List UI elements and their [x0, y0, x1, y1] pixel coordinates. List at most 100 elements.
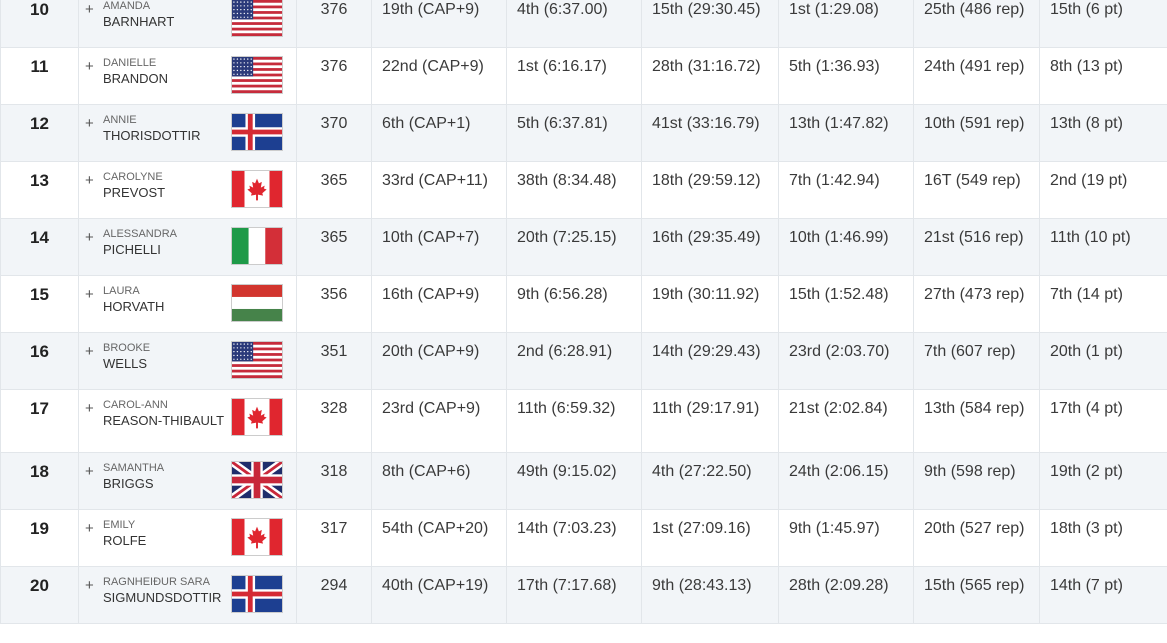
rank: 16 [30, 342, 49, 361]
event-6-result: 11th (10 pt) [1050, 229, 1131, 246]
event-4-cell: 23rd (2:03.70) [778, 332, 914, 390]
event-3-cell: 41st (33:16.79) [641, 104, 779, 162]
last-name: THORISDOTTIR [103, 128, 201, 143]
event-2-result: 1st (6:16.17) [517, 58, 607, 75]
first-name: CAROL-ANN [103, 399, 168, 411]
expand-row-icon[interactable]: + [85, 463, 94, 480]
rank-cell: 17 [0, 389, 79, 453]
athlete-cell: + DANIELLE BRANDON [78, 47, 297, 105]
event-2-result: 38th (8:34.48) [517, 172, 617, 189]
event-6-result: 17th (4 pt) [1050, 400, 1123, 417]
event-3-cell: 4th (27:22.50) [641, 452, 779, 510]
expand-row-icon[interactable]: + [85, 400, 94, 417]
event-5-cell: 13th (584 rep) [913, 389, 1040, 453]
event-4-result: 15th (1:52.48) [789, 286, 889, 303]
event-3-cell: 11th (29:17.91) [641, 389, 779, 453]
table-row: 12 + ANNIE THORISDOTTIR 370 6th (CAP+1) … [0, 104, 1167, 162]
table-row: 14 + ALESSANDRA PICHELLI 365 10th (CAP+7… [0, 218, 1167, 276]
event-5-cell: 7th (607 rep) [913, 332, 1040, 390]
rank-cell: 13 [0, 161, 79, 219]
event-3-cell: 9th (28:43.13) [641, 566, 779, 624]
points-cell: 365 [296, 161, 372, 219]
event-2-result: 5th (6:37.81) [517, 115, 608, 132]
event-6-result: 19th (2 pt) [1050, 463, 1123, 480]
athlete-cell: + CAROL-ANN REASON-THIBAULT [78, 389, 297, 453]
event-1-cell: 40th (CAP+19) [371, 566, 507, 624]
event-6-result: 13th (8 pt) [1050, 115, 1123, 132]
event-1-result: 6th (CAP+1) [382, 115, 471, 132]
athlete-cell: + SAMANTHA BRIGGS [78, 452, 297, 510]
athlete-name[interactable]: AMANDA BARNHART [103, 0, 231, 31]
event-5-cell: 27th (473 rep) [913, 275, 1040, 333]
event-2-cell: 4th (6:37.00) [506, 0, 642, 48]
event-5-cell: 16T (549 rep) [913, 161, 1040, 219]
expand-row-icon[interactable]: + [85, 577, 94, 594]
total-points: 376 [320, 1, 348, 18]
event-3-cell: 15th (29:30.45) [641, 0, 779, 48]
event-3-result: 9th (28:43.13) [652, 577, 752, 594]
expand-row-icon[interactable]: + [85, 229, 94, 246]
expand-row-icon[interactable]: + [85, 1, 94, 18]
athlete-name[interactable]: EMILY ROLFE [103, 516, 231, 550]
country-flag-icon [231, 0, 283, 37]
first-name: ALESSANDRA [103, 228, 177, 240]
athlete-name[interactable]: BROOKE WELLS [103, 339, 231, 373]
event-3-result: 18th (29:59.12) [652, 172, 761, 189]
expand-row-icon[interactable]: + [85, 58, 94, 75]
athlete-name[interactable]: ANNIE THORISDOTTIR [103, 111, 231, 145]
rank: 10 [30, 0, 49, 19]
event-5-result: 16T (549 rep) [924, 172, 1021, 189]
event-3-result: 28th (31:16.72) [652, 58, 761, 75]
total-points: 328 [320, 400, 348, 417]
points-cell: 351 [296, 332, 372, 390]
event-4-result: 24th (2:06.15) [789, 463, 889, 480]
total-points: 294 [320, 577, 348, 594]
last-name: BRIGGS [103, 476, 154, 491]
event-2-cell: 14th (7:03.23) [506, 509, 642, 567]
expand-row-icon[interactable]: + [85, 286, 94, 303]
event-4-cell: 24th (2:06.15) [778, 452, 914, 510]
rank: 20 [30, 576, 49, 595]
expand-row-icon[interactable]: + [85, 115, 94, 132]
athlete-cell: + LAURA HORVATH [78, 275, 297, 333]
country-flag-icon [231, 111, 283, 151]
event-3-cell: 28th (31:16.72) [641, 47, 779, 105]
event-4-cell: 5th (1:36.93) [778, 47, 914, 105]
athlete-name[interactable]: LAURA HORVATH [103, 282, 231, 316]
athlete-name[interactable]: CAROLYNE PREVOST [103, 168, 231, 202]
rank-cell: 12 [0, 104, 79, 162]
event-2-cell: 5th (6:37.81) [506, 104, 642, 162]
athlete-name[interactable]: SAMANTHA BRIGGS [103, 459, 231, 493]
expand-row-icon[interactable]: + [85, 172, 94, 189]
event-4-cell: 28th (2:09.28) [778, 566, 914, 624]
event-3-result: 41st (33:16.79) [652, 115, 760, 132]
first-name: SAMANTHA [103, 462, 165, 474]
event-5-result: 25th (486 rep) [924, 1, 1025, 18]
expand-row-icon[interactable]: + [85, 520, 94, 537]
event-4-result: 28th (2:09.28) [789, 577, 889, 594]
last-name: WELLS [103, 356, 148, 371]
athlete-cell: + CAROLYNE PREVOST [78, 161, 297, 219]
rank-cell: 10 [0, 0, 79, 48]
event-4-result: 9th (1:45.97) [789, 520, 880, 537]
event-4-cell: 1st (1:29.08) [778, 0, 914, 48]
event-2-cell: 9th (6:56.28) [506, 275, 642, 333]
athlete-cell: + EMILY ROLFE [78, 509, 297, 567]
event-5-result: 13th (584 rep) [924, 400, 1025, 417]
rank-cell: 15 [0, 275, 79, 333]
total-points: 370 [320, 115, 348, 132]
expand-row-icon[interactable]: + [85, 343, 94, 360]
total-points: 365 [320, 172, 348, 189]
country-flag-icon [231, 54, 283, 94]
event-1-cell: 54th (CAP+20) [371, 509, 507, 567]
athlete-name[interactable]: ALESSANDRA PICHELLI [103, 225, 231, 259]
event-6-cell: 15th (6 pt) [1039, 0, 1167, 48]
athlete-name[interactable]: DANIELLE BRANDON [103, 54, 231, 88]
athlete-name[interactable]: CAROL-ANN REASON-THIBAULT [103, 396, 231, 430]
event-1-result: 33rd (CAP+11) [382, 172, 488, 189]
points-cell: 318 [296, 452, 372, 510]
rank: 19 [30, 519, 49, 538]
athlete-name[interactable]: RAGNHEIÐUR SARA SIGMUNDSDOTTIR [103, 573, 231, 607]
event-2-cell: 2nd (6:28.91) [506, 332, 642, 390]
